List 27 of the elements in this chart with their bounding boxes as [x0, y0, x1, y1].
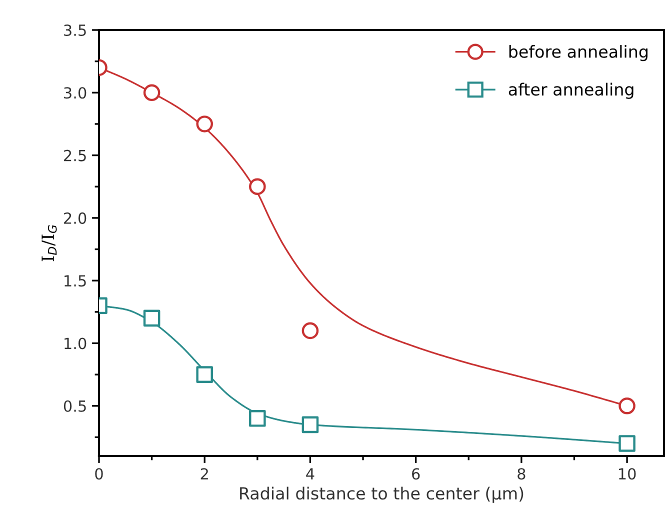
y-axis-title: I$_{D}$/I$_{G}$: [42, 225, 57, 262]
x-tick-label: 10: [618, 468, 636, 480]
point: [249, 178, 266, 196]
point: [143, 310, 160, 327]
point: [618, 435, 636, 452]
point: [196, 366, 213, 383]
point: [196, 116, 213, 132]
x-tick-label: 0: [95, 468, 103, 480]
y-tick-label: 2.5: [64, 150, 86, 162]
y-tick-label: 2.0: [64, 212, 86, 224]
x-tick-label: 4: [306, 468, 314, 480]
x-tick-label: 8: [518, 468, 526, 480]
x-axis-title: Radial distance to the center (μm): [240, 486, 524, 503]
y-tick-label: 3.0: [64, 87, 86, 99]
y-tick-label: 3.5: [64, 24, 86, 36]
x-tick-label: 2: [200, 468, 208, 480]
point: [249, 410, 266, 427]
point: [618, 397, 636, 414]
legend-label: before annealing: [509, 45, 648, 62]
y-tick-label: 0.5: [64, 400, 86, 412]
point: [302, 322, 319, 340]
point: [143, 84, 160, 102]
y-tick-label: 1.5: [64, 275, 86, 287]
point: [302, 416, 319, 434]
y-tick-label: 1.0: [64, 338, 86, 350]
legend-label: after annealing: [508, 82, 634, 99]
x-tick-label: 6: [412, 468, 420, 480]
